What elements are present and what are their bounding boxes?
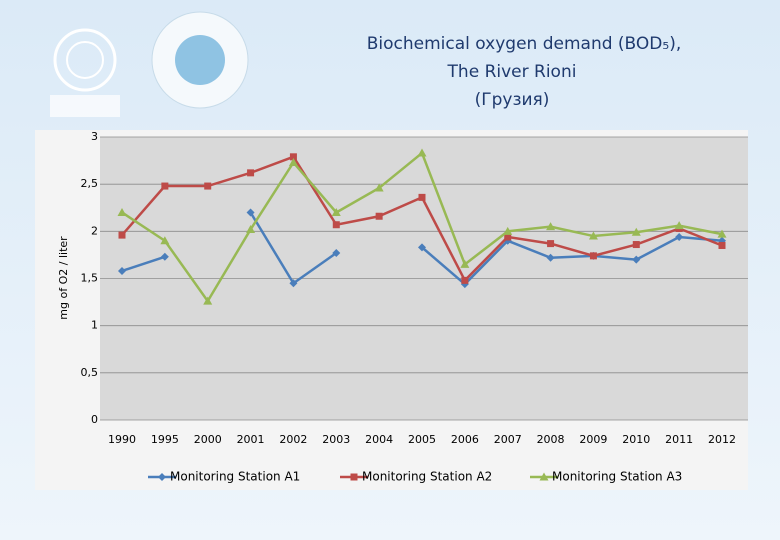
y-tick-label: 1	[91, 319, 98, 332]
marker	[203, 296, 213, 305]
chart-title: Biochemical oxygen demand (BOD₅),	[367, 34, 681, 54]
x-tick-label: 2003	[322, 433, 350, 446]
x-tick-label: 1990	[108, 433, 136, 446]
y-tick-label: 3	[91, 130, 98, 143]
marker	[117, 207, 127, 216]
x-tick-label: 2008	[537, 433, 565, 446]
y-tick-label: 0	[91, 413, 98, 426]
marker	[631, 227, 641, 236]
marker	[546, 253, 555, 262]
marker	[289, 279, 298, 288]
x-tick-label: 2000	[194, 433, 222, 446]
marker	[417, 148, 427, 157]
y-tick-label: 0,5	[81, 366, 99, 379]
marker	[288, 157, 298, 166]
marker	[332, 221, 340, 229]
marker	[718, 241, 726, 249]
legend-label: Monitoring Station A1	[170, 470, 300, 484]
marker	[539, 472, 549, 481]
marker	[350, 473, 358, 481]
marker	[503, 226, 513, 235]
y-tick-label: 2,5	[81, 177, 99, 190]
x-tick-label: 2012	[708, 433, 736, 446]
x-tick-label: 2006	[451, 433, 479, 446]
x-tick-label: 2007	[494, 433, 522, 446]
marker	[161, 182, 169, 190]
marker	[504, 233, 512, 241]
unece-logo	[151, 11, 249, 109]
marker	[418, 193, 426, 201]
marker	[289, 153, 297, 161]
legend-label: Monitoring Station A2	[362, 470, 492, 484]
marker	[589, 252, 597, 260]
marker	[418, 243, 426, 252]
marker	[375, 212, 383, 220]
x-tick-label: 2009	[579, 433, 607, 446]
y-axis-label: mg of O2 / liter	[57, 236, 70, 320]
x-tick-label: 2002	[279, 433, 307, 446]
marker	[331, 207, 341, 216]
marker	[160, 236, 170, 245]
x-tick-label: 2010	[622, 433, 650, 446]
marker	[632, 241, 640, 249]
marker	[160, 252, 169, 261]
marker	[674, 221, 684, 230]
un-logo	[50, 28, 120, 117]
x-tick-label: 2011	[665, 433, 693, 446]
marker	[461, 276, 469, 284]
x-tick-label: 2004	[365, 433, 393, 446]
y-tick-label: 2	[91, 224, 98, 237]
marker	[460, 259, 470, 268]
marker	[332, 249, 341, 258]
chart-title: (Грузия)	[475, 90, 550, 110]
marker	[588, 231, 598, 240]
marker	[632, 255, 641, 264]
y-tick-label: 1,5	[81, 272, 99, 285]
marker	[118, 231, 126, 239]
marker	[118, 266, 126, 275]
marker	[247, 169, 255, 177]
marker	[675, 232, 684, 241]
marker	[158, 473, 166, 481]
marker	[546, 222, 556, 231]
marker	[204, 182, 212, 190]
marker	[246, 224, 256, 233]
legend-label: Monitoring Station A3	[552, 470, 682, 484]
marker	[717, 229, 727, 238]
x-tick-label: 2001	[237, 433, 265, 446]
chart-title: The River Rioni	[447, 62, 577, 82]
marker	[547, 240, 555, 248]
x-tick-label: 2005	[408, 433, 436, 446]
marker	[374, 183, 384, 192]
x-tick-label: 1995	[151, 433, 179, 446]
marker	[246, 208, 255, 217]
